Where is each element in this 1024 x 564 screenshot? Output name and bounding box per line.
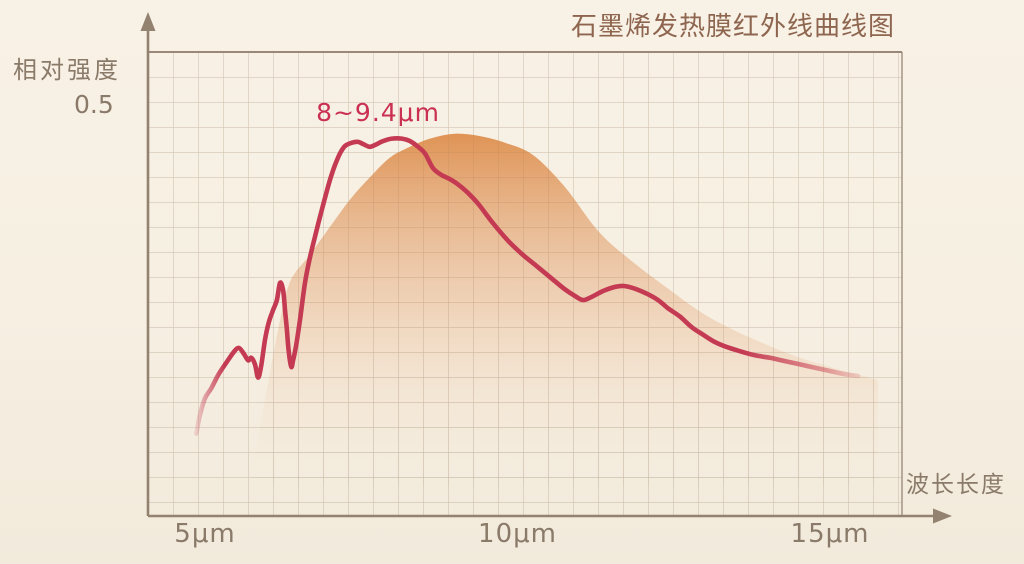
x-axis-arrow-icon	[933, 508, 952, 524]
y-axis-label: 相对强度	[13, 56, 121, 84]
x-axis-label: 波长长度	[906, 472, 1006, 498]
infrared-curve	[194, 136, 861, 436]
x-tick: 10μm	[478, 519, 557, 549]
peak-range-annotation: 8~9.4μm	[316, 98, 440, 127]
x-tick: 5μm	[174, 519, 236, 549]
y-axis-arrow-icon	[140, 12, 156, 31]
y-axis-reference-value: 0.5	[74, 90, 114, 119]
chart-title: 石墨烯发热膜红外线曲线图	[571, 12, 896, 42]
x-tick: 15μm	[790, 519, 870, 549]
